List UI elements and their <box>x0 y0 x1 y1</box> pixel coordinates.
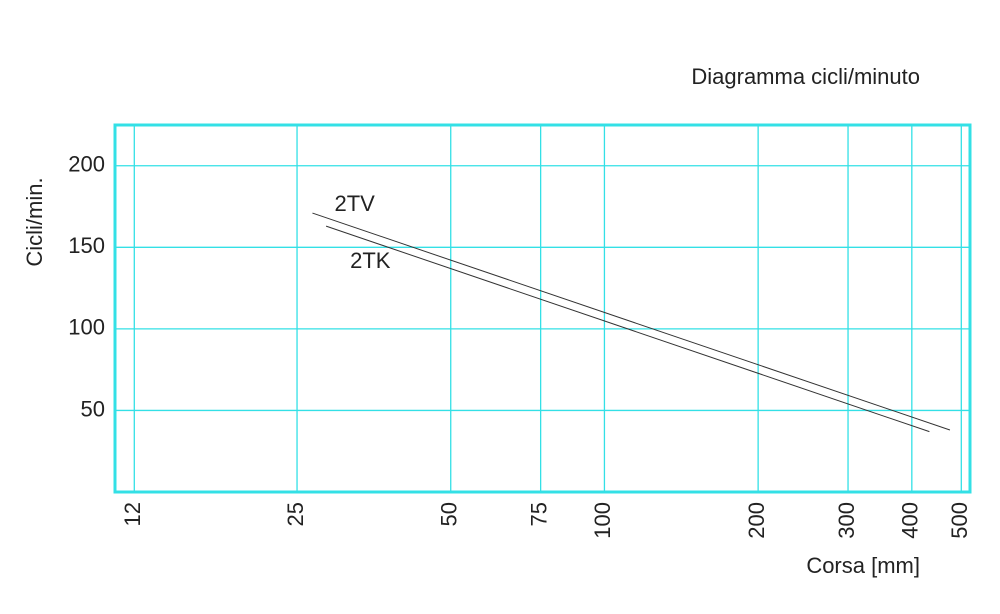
plot-frame <box>113 123 972 494</box>
data-line <box>325 225 930 433</box>
x-tick-label: 500 <box>947 502 972 539</box>
x-tick-label: 25 <box>283 502 308 526</box>
x-tick-label: 50 <box>437 502 462 526</box>
chart-title: Diagramma cicli/minuto <box>691 64 920 89</box>
x-tick-label: 12 <box>120 502 145 526</box>
x-axis-label: Corsa [mm] <box>806 553 920 578</box>
y-tick-label: 50 <box>81 396 105 421</box>
data-line <box>312 212 951 431</box>
series-label: 2TV <box>334 191 375 216</box>
y-tick-label: 100 <box>68 315 105 340</box>
x-tick-label: 400 <box>898 502 923 539</box>
x-tick-label: 100 <box>590 502 615 539</box>
series-label: 2TK <box>350 248 391 273</box>
x-tick-label: 200 <box>744 502 769 539</box>
y-axis-label: Cicli/min. <box>22 177 47 266</box>
y-tick-label: 200 <box>68 152 105 177</box>
x-tick-label: 75 <box>526 502 551 526</box>
y-tick-label: 150 <box>68 233 105 258</box>
x-tick-label: 300 <box>834 502 859 539</box>
